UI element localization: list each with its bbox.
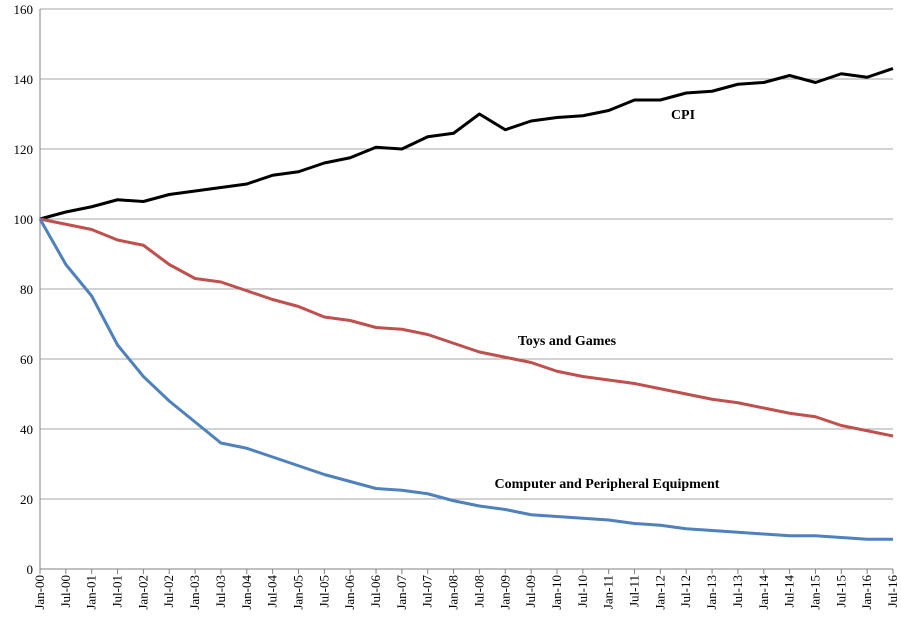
x-tick-label: Jan-11 xyxy=(601,575,616,609)
line xyxy=(39,67,894,221)
x-tick-label: Jan-09 xyxy=(497,575,512,610)
x-tick-label: Jul-09 xyxy=(523,575,538,608)
x-tick-label: Jan-14 xyxy=(756,575,771,610)
x-tick-label: Jul-04 xyxy=(265,575,280,608)
x-tick-label: Jan-12 xyxy=(652,575,667,610)
x-tick-label: Jul-16 xyxy=(885,575,900,608)
y-tick-label: 140 xyxy=(14,72,34,87)
x-tick-label: Jul-05 xyxy=(316,575,331,608)
line xyxy=(39,217,894,438)
x-tick-label: Jul-02 xyxy=(161,575,176,608)
x-tick-label: Jul-03 xyxy=(213,575,228,608)
x-tick-label: Jul-08 xyxy=(471,575,486,608)
x-tick-label: Jan-16 xyxy=(859,575,874,610)
series-label: Computer and Peripheral Equipment xyxy=(495,477,720,492)
series-label: Toys and Games xyxy=(518,334,617,349)
x-tick-label: Jul-13 xyxy=(730,575,745,608)
x-tick-label: Jan-00 xyxy=(32,575,47,610)
y-tick-label: 80 xyxy=(20,282,33,297)
x-tick-label: Jul-06 xyxy=(368,575,383,608)
y-tick-label: 100 xyxy=(14,212,34,227)
x-tick-label: Jan-02 xyxy=(135,575,150,610)
x-tick-label: Jul-11 xyxy=(627,575,642,607)
x-tick-label: Jan-13 xyxy=(704,575,719,610)
x-tick-label: Jan-07 xyxy=(394,575,409,610)
y-tick-label: 120 xyxy=(14,142,34,157)
y-tick-label: 40 xyxy=(20,422,33,437)
x-tick-label: Jan-05 xyxy=(290,575,305,610)
line xyxy=(38,218,893,541)
x-tick-label: Jul-00 xyxy=(58,575,73,608)
y-tick-label: 60 xyxy=(20,352,33,367)
x-tick-label: Jan-15 xyxy=(807,575,822,610)
x-tick-label: Jul-01 xyxy=(110,575,125,608)
series-label: CPI xyxy=(671,108,695,123)
y-tick-label: 160 xyxy=(14,2,34,17)
y-tick-label: 20 xyxy=(20,492,33,507)
x-tick-label: Jan-04 xyxy=(239,575,254,610)
y-tick-label: 0 xyxy=(27,562,34,577)
x-tick-label: Jul-07 xyxy=(420,575,435,608)
x-tick-label: Jul-10 xyxy=(575,575,590,608)
x-tick-label: Jan-08 xyxy=(446,575,461,610)
x-tick-label: Jan-10 xyxy=(549,575,564,610)
x-tick-label: Jul-15 xyxy=(833,575,848,608)
x-tick-label: Jan-06 xyxy=(342,575,357,610)
x-tick-label: Jul-12 xyxy=(678,575,693,608)
x-tick-label: Jan-01 xyxy=(84,575,99,610)
x-tick-label: Jul-14 xyxy=(782,575,797,608)
x-tick-label: Jan-03 xyxy=(187,575,202,610)
